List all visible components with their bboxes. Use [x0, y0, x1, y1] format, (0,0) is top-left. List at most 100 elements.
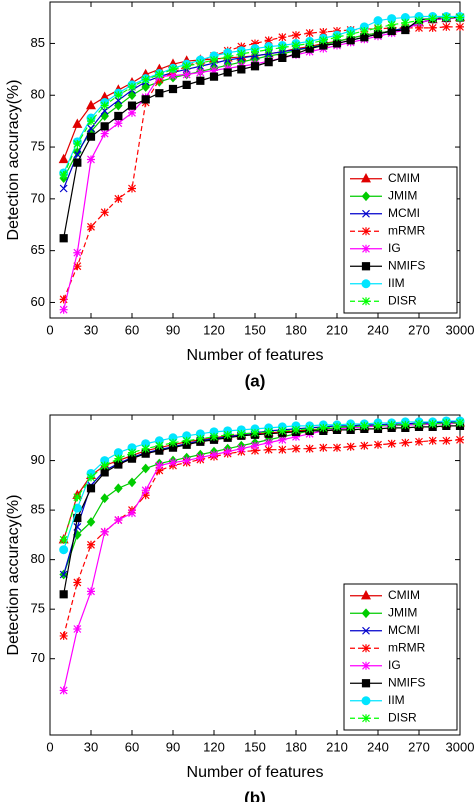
marker [373, 30, 383, 39]
x-tick-label: 90 [166, 322, 180, 337]
x-tick-label: 90 [166, 739, 180, 754]
marker [141, 82, 150, 92]
marker [305, 424, 314, 433]
marker [169, 458, 177, 467]
legend-label: CMIM [388, 588, 420, 602]
marker [361, 279, 371, 289]
y-tick-label: 70 [31, 190, 45, 205]
marker [251, 446, 259, 455]
legend-label: JMIM [388, 605, 417, 619]
x-axis-label: Number of features [187, 347, 324, 364]
marker [251, 47, 259, 56]
legend-label: NMIFS [388, 675, 425, 689]
marker [278, 445, 287, 454]
x-axis-label: Number of features [187, 764, 324, 781]
marker [278, 33, 287, 42]
marker [196, 68, 205, 77]
marker [128, 184, 136, 193]
marker [362, 297, 370, 306]
marker [456, 22, 464, 31]
marker [169, 71, 177, 80]
marker [264, 36, 273, 45]
marker [210, 66, 218, 75]
marker [387, 439, 396, 448]
x-tick-label: 150 [244, 322, 266, 337]
legend-label: NMIFS [388, 258, 425, 272]
marker [58, 153, 69, 164]
marker [168, 84, 178, 94]
x-tick-label: 210 [326, 739, 348, 754]
marker [442, 13, 451, 22]
marker [278, 426, 287, 435]
legend-label: JMIM [388, 188, 417, 202]
legend-label: MCMI [388, 623, 420, 637]
marker [210, 432, 218, 441]
marker [401, 438, 410, 447]
series-line [63, 422, 460, 541]
marker [456, 418, 464, 427]
marker [401, 25, 410, 35]
marker [59, 631, 68, 640]
x-tick-label: 150 [244, 739, 266, 754]
x-tick-label: 180 [285, 322, 307, 337]
x-tick-label: 60 [125, 322, 139, 337]
marker [72, 118, 83, 128]
marker [114, 194, 123, 203]
marker [210, 450, 218, 459]
marker [319, 36, 328, 45]
marker [362, 244, 370, 253]
marker [73, 578, 82, 587]
marker [59, 590, 68, 599]
marker [100, 122, 109, 131]
marker [100, 468, 109, 477]
marker [415, 419, 423, 428]
marker [360, 27, 369, 36]
marker [442, 436, 451, 445]
y-tick-label: 80 [31, 551, 45, 566]
marker [401, 18, 410, 27]
marker [237, 65, 246, 74]
marker [169, 65, 177, 74]
panel-caption: (b) [244, 788, 266, 802]
marker [428, 23, 437, 32]
marker [196, 59, 205, 68]
marker [223, 68, 232, 77]
marker [415, 16, 423, 25]
y-axis-label: Detection accuracy(%) [5, 495, 22, 656]
marker [73, 139, 82, 148]
marker [128, 108, 136, 117]
legend-label: mRMR [388, 223, 426, 237]
x-tick-label: 0 [46, 322, 53, 337]
marker [264, 45, 273, 54]
x-tick-label: 270 [408, 322, 430, 337]
marker [87, 124, 95, 133]
marker [237, 49, 246, 58]
x-tick-label: 30 [84, 322, 98, 337]
marker [362, 209, 370, 218]
x-tick-label: 120 [203, 739, 225, 754]
marker [59, 295, 68, 304]
marker [319, 443, 328, 452]
marker [182, 80, 191, 89]
marker [114, 454, 123, 463]
marker [456, 13, 464, 22]
marker [428, 14, 437, 23]
marker [128, 448, 136, 457]
x-tick-label: 3000 [446, 739, 474, 754]
y-tick-label: 60 [31, 294, 45, 309]
y-tick-label: 90 [31, 452, 45, 467]
marker [305, 39, 314, 48]
legend-label: IIM [388, 276, 405, 290]
marker [87, 473, 95, 482]
marker [387, 20, 396, 29]
marker [374, 23, 382, 32]
marker [59, 171, 68, 180]
marker [87, 587, 95, 596]
marker [362, 644, 370, 653]
marker [346, 36, 355, 45]
marker [141, 486, 150, 495]
marker [278, 43, 287, 52]
marker [361, 679, 371, 688]
marker [223, 52, 232, 61]
marker [442, 22, 451, 31]
